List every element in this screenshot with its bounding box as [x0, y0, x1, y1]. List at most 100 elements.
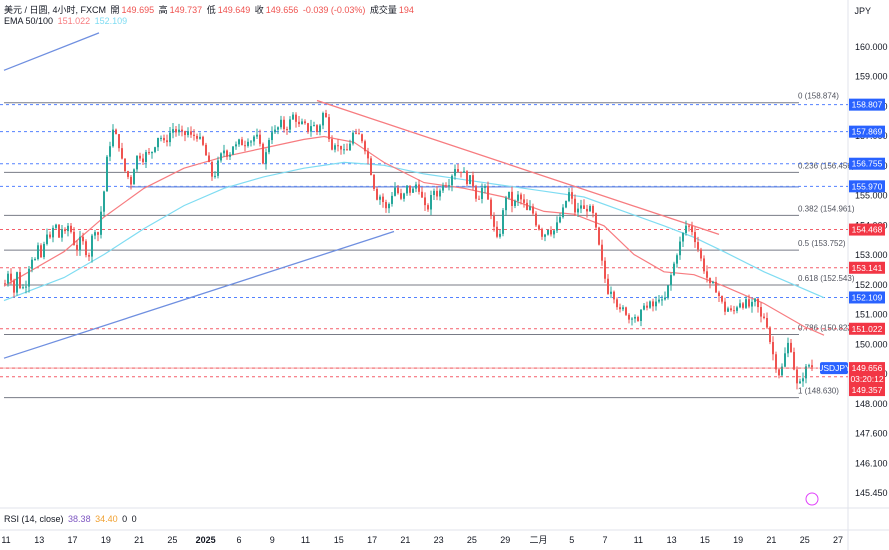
- price-tag-bg: [849, 362, 885, 375]
- price-tag-label: 156.755: [852, 159, 883, 169]
- candle-body: [745, 299, 747, 308]
- date-tick-label: 9: [270, 535, 275, 545]
- candle-body: [295, 114, 297, 122]
- price-tag-label: 149.357: [852, 385, 883, 395]
- candle-body: [340, 145, 342, 150]
- candle-body: [463, 171, 465, 173]
- candle-body: [565, 200, 567, 208]
- candle-body: [235, 144, 237, 147]
- candle-body: [283, 119, 285, 130]
- candle-body: [142, 158, 144, 163]
- date-tick-label: 29: [500, 535, 510, 545]
- candle-body: [586, 208, 588, 212]
- candle-body: [97, 232, 99, 235]
- fib-level-label: 0.236 (156.456): [798, 161, 855, 170]
- candle-body: [280, 119, 282, 128]
- candle-body: [352, 132, 354, 144]
- candle-body: [592, 205, 594, 214]
- price-tag-label: 158.807: [852, 100, 883, 110]
- candle-body: [691, 226, 693, 233]
- candle-body: [136, 155, 138, 170]
- rsi-value-4: 0: [131, 514, 137, 524]
- price-tick-label: 147.600: [855, 429, 888, 439]
- flash-icon: [805, 492, 819, 506]
- close-value: 149.656: [265, 5, 299, 15]
- rsi-value-1: 38.38: [68, 514, 91, 524]
- price-tick-label: 151.000: [855, 310, 888, 320]
- candle-body: [148, 152, 150, 154]
- candle-body: [256, 134, 258, 137]
- rsi-value-2: 34.40: [95, 514, 118, 524]
- candle-body: [709, 277, 711, 284]
- candle-body: [310, 126, 312, 132]
- candle-body: [268, 140, 270, 153]
- symbol-name: 美元 / 日圆, 4小时, FXCM: [4, 5, 107, 15]
- candle-body: [496, 226, 498, 237]
- date-tick-label: 21: [766, 535, 776, 545]
- candle-body: [520, 194, 522, 200]
- candle-body: [538, 225, 540, 230]
- candle-body: [628, 314, 630, 320]
- candle-body: [556, 222, 558, 231]
- candle-body: [655, 301, 657, 307]
- candle-body: [31, 259, 33, 269]
- candle-body: [511, 191, 513, 206]
- candle-body: [178, 129, 180, 133]
- candle-body: [724, 301, 726, 312]
- date-tick-label: 13: [34, 535, 44, 545]
- candle-body: [574, 198, 576, 213]
- candle-body: [70, 225, 72, 232]
- candle-body: [610, 291, 612, 294]
- candle-body: [664, 297, 666, 300]
- candle-body: [76, 244, 78, 251]
- candle-body: [214, 175, 216, 177]
- candle-body: [121, 148, 123, 159]
- candle-body: [478, 198, 480, 200]
- trend-line: [316, 99, 720, 236]
- candle-body: [103, 191, 105, 212]
- candle-body: [181, 129, 183, 132]
- candle-body: [634, 316, 636, 319]
- candle-body: [424, 197, 426, 206]
- candle-body: [412, 188, 414, 193]
- candle-body: [277, 127, 279, 130]
- candle-body: [262, 143, 264, 164]
- candle-body: [799, 381, 801, 384]
- candle-body: [52, 227, 54, 238]
- price-tag-label: 157.869: [852, 127, 883, 137]
- candle-body: [127, 171, 129, 177]
- candle-body: [334, 145, 336, 150]
- price-tick-label: 148.000: [855, 399, 888, 409]
- candle-body: [241, 139, 243, 146]
- candle-body: [523, 199, 525, 203]
- candle-body: [622, 307, 624, 310]
- candle-body: [361, 134, 363, 142]
- fib-level-label: 0 (158.874): [798, 92, 839, 101]
- candle-body: [451, 175, 453, 186]
- candle-body: [274, 129, 276, 133]
- fib-level-label: 0.786 (150.822): [798, 324, 855, 333]
- candle-body: [202, 136, 204, 145]
- low-value: 149.649: [217, 5, 251, 15]
- candle-body: [130, 176, 132, 185]
- candle-body: [220, 153, 222, 161]
- candle-body: [373, 174, 375, 189]
- candle-body: [133, 169, 135, 185]
- date-tick-label: 21: [400, 535, 410, 545]
- candle-body: [772, 341, 774, 355]
- candle-body: [259, 134, 261, 144]
- candle-body: [175, 129, 177, 133]
- candle-body: [802, 378, 804, 382]
- candle-body: [58, 224, 60, 238]
- candle-body: [550, 230, 552, 235]
- candle-body: [544, 234, 546, 237]
- candle-body: [337, 145, 339, 147]
- candle-body: [796, 369, 798, 384]
- price-tag-bg: [849, 373, 885, 386]
- candle-body: [151, 151, 153, 154]
- open-value: 149.695: [121, 5, 155, 15]
- candle-body: [109, 146, 111, 157]
- rsi-legend: RSI (14, close) 38.38 34.40 0 0: [4, 514, 139, 524]
- candle-body: [559, 217, 561, 223]
